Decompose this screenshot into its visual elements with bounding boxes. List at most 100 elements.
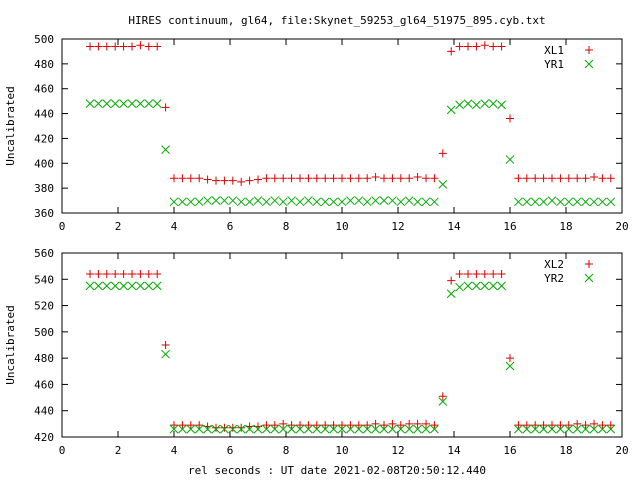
data-point [539, 421, 548, 430]
x-tick-label: 14 [447, 444, 461, 457]
data-point [338, 174, 346, 183]
data-point [245, 176, 254, 185]
data-point [86, 42, 94, 51]
data-point [388, 196, 397, 205]
y-tick-label: 420 [34, 132, 54, 145]
data-point [270, 421, 279, 430]
data-point [506, 114, 514, 123]
data-point [522, 174, 531, 183]
series-XL2 [86, 270, 615, 432]
data-point [488, 281, 498, 291]
data-point [584, 59, 594, 69]
data-point [321, 174, 330, 183]
data-point [236, 424, 246, 434]
data-point [296, 421, 304, 430]
data-point [178, 174, 187, 183]
data-point [295, 197, 305, 207]
data-point [270, 424, 280, 434]
data-point [530, 424, 540, 434]
y-tick-label: 440 [34, 405, 54, 418]
data-point [144, 281, 154, 291]
data-point [338, 421, 346, 430]
data-point [85, 281, 95, 291]
data-point [598, 197, 607, 207]
data-point [144, 99, 154, 108]
data-point [564, 174, 573, 183]
data-point [186, 424, 196, 434]
data-point [581, 424, 590, 434]
plot-frame [61, 38, 623, 214]
data-point [262, 174, 271, 183]
y-axis-label: Uncalibrated [4, 86, 17, 165]
data-point [228, 423, 237, 432]
data-point [346, 196, 355, 205]
data-point [312, 424, 322, 434]
data-point [254, 175, 262, 184]
x-tick-label: 8 [283, 220, 290, 233]
x-tick-label: 2 [115, 444, 122, 457]
y-tick-label: 460 [34, 378, 54, 391]
x-tick-label: 10 [335, 220, 348, 233]
data-point [220, 176, 229, 185]
y-tick-label: 400 [34, 157, 54, 170]
data-point [346, 421, 355, 430]
data-point [539, 174, 548, 183]
data-point [447, 47, 456, 56]
x-tick-label: 20 [615, 220, 628, 233]
data-point [539, 197, 548, 207]
data-point [119, 99, 128, 108]
data-point [589, 424, 599, 434]
y-tick-label: 440 [34, 108, 54, 121]
data-point [585, 46, 593, 54]
data-point [169, 424, 179, 434]
data-point [86, 270, 94, 279]
data-point [396, 197, 406, 207]
series-XL1 [86, 41, 615, 186]
data-point [581, 197, 590, 207]
data-point [153, 42, 162, 51]
data-point [321, 421, 330, 430]
data-point [161, 145, 170, 154]
data-point [270, 174, 279, 183]
legend-label: XL2 [544, 258, 564, 271]
y-tick-label: 520 [34, 300, 54, 313]
data-point [119, 281, 128, 291]
data-point [178, 421, 187, 430]
x-tick-label: 16 [503, 220, 516, 233]
data-point [136, 99, 145, 108]
data-point [304, 424, 313, 434]
data-point [270, 196, 280, 205]
data-point [489, 270, 498, 279]
data-point [312, 421, 321, 430]
data-point [295, 424, 305, 434]
data-point [85, 99, 95, 108]
x-tick-label: 14 [447, 220, 461, 233]
data-point [564, 197, 574, 207]
data-point [279, 174, 288, 183]
data-point [144, 42, 153, 51]
data-point [102, 270, 111, 279]
data-point [572, 424, 582, 434]
data-point [94, 281, 103, 291]
data-point [203, 175, 212, 184]
x-tick-label: 10 [335, 444, 348, 457]
data-point [337, 424, 347, 434]
data-point [119, 42, 128, 51]
data-point [136, 41, 145, 50]
y-tick-label: 360 [34, 207, 54, 220]
data-point [346, 424, 355, 434]
data-point [329, 421, 338, 430]
data-point [380, 174, 388, 183]
data-point [463, 281, 473, 291]
data-point [354, 424, 364, 434]
data-point [505, 155, 515, 164]
data-point [422, 419, 430, 428]
data-point [539, 424, 548, 434]
data-point [287, 421, 296, 430]
data-point [464, 42, 472, 51]
data-point [421, 424, 431, 434]
x-tick-label: 16 [503, 444, 516, 457]
x-tick-label: 6 [227, 444, 234, 457]
data-point [514, 424, 523, 434]
data-point [312, 197, 322, 207]
